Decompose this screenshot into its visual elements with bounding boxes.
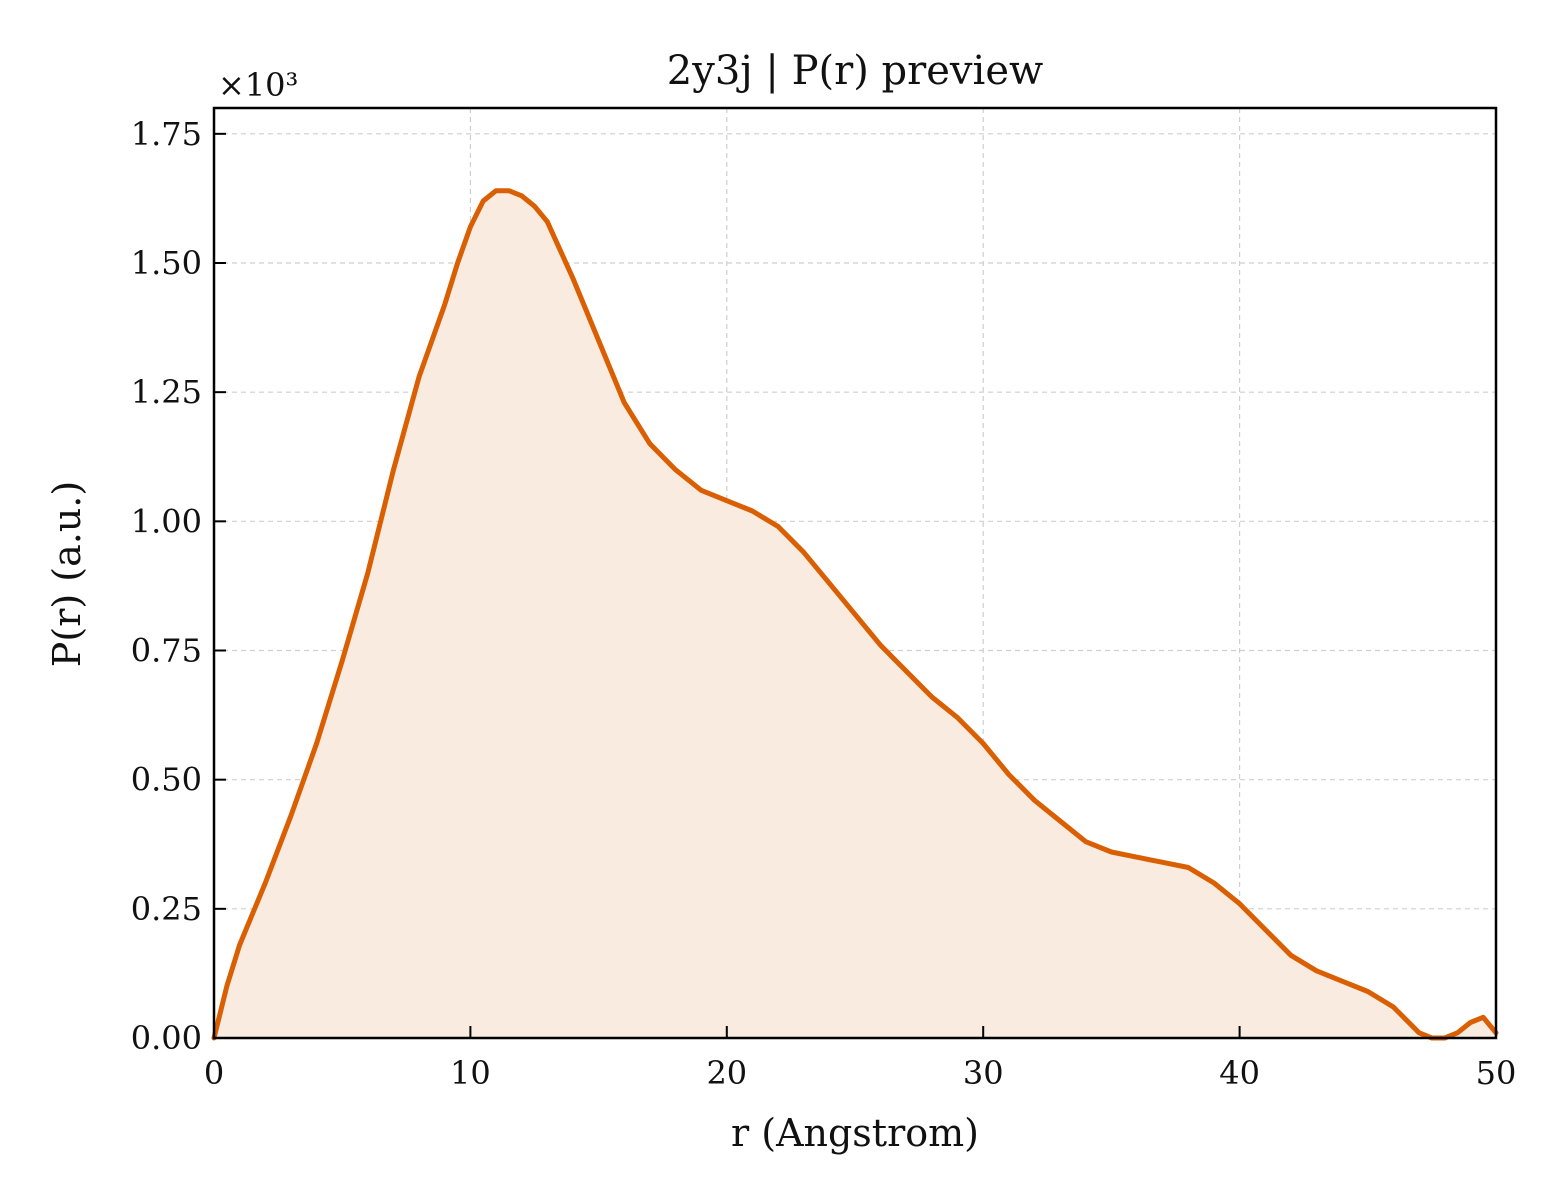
y-tick-label: 1.00	[131, 502, 202, 540]
chart-title: 2y3j | P(r) preview	[667, 48, 1043, 94]
plot-frame	[212, 106, 1498, 1040]
y-multiplier-label: ×10³	[218, 66, 298, 104]
y-tick-labels: 0.00 0.25 0.50 0.75 1.00 1.25 1.50 1.75	[131, 115, 202, 1057]
pr-curve	[211, 188, 1499, 1041]
y-tick-label: 0.00	[131, 1019, 202, 1057]
x-tick-label: 10	[450, 1054, 491, 1092]
y-tick-label: 0.50	[131, 761, 202, 799]
x-tick-labels: 0 10 20 30 40 50	[204, 1054, 1517, 1092]
x-tick-label: 20	[706, 1054, 747, 1092]
y-axis-label: P(r) (a.u.)	[45, 481, 89, 667]
x-tick-label: 30	[963, 1054, 1004, 1092]
y-tick-label: 0.75	[131, 632, 202, 670]
x-tick-label: 50	[1476, 1054, 1517, 1092]
y-tick-label: 1.50	[131, 244, 202, 282]
x-axis-label: r (Angstrom)	[731, 1111, 979, 1155]
axis-ticks	[213, 132, 1497, 1039]
y-tick-label: 0.25	[131, 890, 202, 928]
y-tick-label: 1.25	[131, 373, 202, 411]
y-tick-label: 1.75	[131, 115, 202, 153]
x-tick-label: 40	[1219, 1054, 1260, 1092]
x-tick-label: 0	[204, 1054, 224, 1092]
